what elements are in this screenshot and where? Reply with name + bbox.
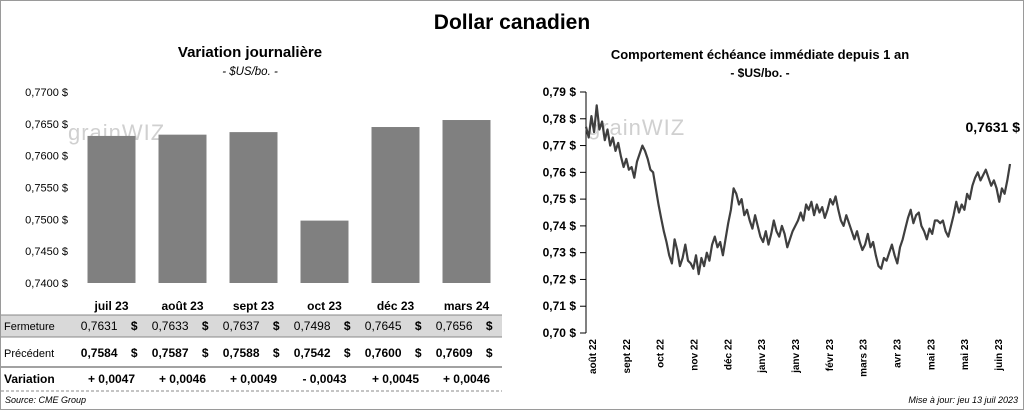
x-tick-label: sept 22: [622, 339, 633, 374]
x-tick-label: oct 22: [656, 339, 667, 368]
category-label: juil 23: [93, 299, 128, 313]
variation-value: + 0,0049: [230, 372, 277, 386]
table-cell-unit: $: [202, 319, 209, 333]
x-tick-label: mars 23: [859, 339, 870, 377]
y-tick-label: 0,7700 $: [25, 87, 68, 99]
bar: [87, 135, 136, 283]
x-tick-label: févr 23: [825, 339, 836, 372]
y-tick-label: 0,76 $: [543, 165, 577, 179]
y-tick-label: 0,71 $: [543, 299, 577, 313]
variation-value: + 0,0046: [159, 372, 206, 386]
table-cell-unit: $: [486, 319, 493, 333]
y-tick-label: 0,7650 $: [25, 119, 68, 131]
y-tick-label: 0,74 $: [543, 219, 577, 233]
right-chart-title: Comportement échéance immédiate depuis 1…: [610, 47, 910, 62]
category-label: sept 23: [233, 299, 275, 313]
x-tick-label: avr 23: [893, 339, 904, 368]
category-label: mars 24: [444, 299, 490, 313]
table-cell-value: 0,7498: [294, 319, 331, 333]
category-label: août 23: [161, 299, 203, 313]
table-cell-value: 0,7656: [436, 319, 473, 333]
table-cell-unit: $: [486, 346, 493, 360]
table-cell-unit: $: [344, 346, 351, 360]
y-tick-label: 0,79 $: [543, 85, 577, 99]
source-note: Source: CME Group: [5, 395, 87, 405]
y-tick-label: 0,72 $: [543, 272, 577, 286]
last-value-label: 0,7631 $: [966, 119, 1021, 135]
y-tick-label: 0,77 $: [543, 139, 577, 153]
left-chart-subtitle: - $US/bo. -: [222, 66, 278, 78]
category-label: déc 23: [377, 299, 415, 313]
table-cell-value: 0,7600: [365, 346, 402, 360]
bar: [371, 127, 420, 284]
x-tick-label: janv 23: [791, 339, 802, 374]
x-tick-label: août 22: [588, 339, 599, 374]
table-cell-unit: $: [415, 346, 422, 360]
bar: [158, 134, 207, 283]
table-cell-value: 0,7542: [294, 346, 331, 360]
table-row-label: Fermeture: [4, 321, 55, 333]
bar: [300, 220, 349, 283]
table-cell-value: 0,7588: [223, 346, 260, 360]
left-chart-title: Variation journalière: [177, 44, 323, 61]
y-tick-label: 0,7500 $: [25, 214, 68, 226]
table-cell-value: 0,7633: [152, 319, 189, 333]
table-cell-unit: $: [415, 319, 422, 333]
table-cell-unit: $: [202, 346, 209, 360]
variation-value: - 0,0043: [302, 372, 346, 386]
right-chart-subtitle: - $US/bo. -: [730, 66, 790, 80]
y-tick-label: 0,70 $: [543, 326, 577, 340]
table-row-label: Précédent: [4, 348, 54, 360]
x-tick-label: mai 23: [960, 339, 971, 371]
table-cell-value: 0,7631: [81, 319, 118, 333]
table-cell-value: 0,7584: [81, 346, 118, 360]
y-tick-label: 0,7400 $: [25, 278, 68, 290]
y-tick-label: 0,7450 $: [25, 246, 68, 258]
variation-value: + 0,0046: [443, 372, 490, 386]
table-cell-value: 0,7609: [436, 346, 473, 360]
table-cell-unit: $: [273, 319, 280, 333]
x-tick-label: janv 23: [757, 339, 768, 374]
bar: [442, 120, 491, 283]
table-cell-unit: $: [273, 346, 280, 360]
series-line: [584, 104, 1012, 276]
x-tick-label: déc 22: [723, 339, 734, 371]
x-tick-label: mai 23: [926, 339, 937, 371]
y-tick-label: 0,78 $: [543, 112, 577, 126]
update-note: Mise à jour: jeu 13 juil 2023: [908, 395, 1018, 405]
x-tick-label: juin 23: [994, 339, 1005, 372]
y-tick-label: 0,75 $: [543, 192, 577, 206]
y-tick-label: 0,7550 $: [25, 183, 68, 195]
table-cell-unit: $: [131, 319, 138, 333]
variation-value: + 0,0045: [372, 372, 419, 386]
bar: [229, 132, 278, 283]
table-cell-unit: $: [344, 319, 351, 333]
category-label: oct 23: [307, 299, 342, 313]
table-cell-value: 0,7645: [365, 319, 402, 333]
table-cell-value: 0,7587: [152, 346, 189, 360]
y-tick-label: 0,73 $: [543, 246, 577, 260]
table-row-label: Variation: [4, 372, 55, 386]
variation-value: + 0,0047: [88, 372, 135, 386]
table-cell-value: 0,7637: [223, 319, 260, 333]
main-title: Dollar canadien: [433, 11, 591, 34]
table-cell-unit: $: [131, 346, 138, 360]
y-tick-label: 0,7600 $: [25, 151, 68, 163]
x-tick-label: nov 22: [690, 339, 701, 371]
table-row-shade: [1, 315, 502, 337]
